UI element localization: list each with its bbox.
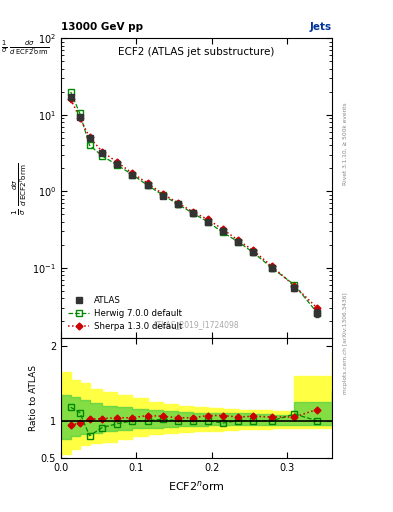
Text: 13000 GeV pp: 13000 GeV pp bbox=[61, 22, 143, 32]
Text: Jets: Jets bbox=[310, 22, 332, 32]
Text: ECF2 (ATLAS jet substructure): ECF2 (ATLAS jet substructure) bbox=[118, 48, 275, 57]
Text: ATLAS_2019_I1724098: ATLAS_2019_I1724098 bbox=[153, 321, 240, 329]
Text: Rivet 3.1.10, ≥ 500k events: Rivet 3.1.10, ≥ 500k events bbox=[343, 102, 348, 185]
Y-axis label: Ratio to ATLAS: Ratio to ATLAS bbox=[29, 365, 38, 431]
Legend: ATLAS, Herwig 7.0.0 default, Sherpa 1.3.0 default: ATLAS, Herwig 7.0.0 default, Sherpa 1.3.… bbox=[65, 293, 185, 334]
Y-axis label: $\frac{1}{\sigma}\ \frac{d\sigma}{d\,\mathrm{ECF2^n\!orm}}$: $\frac{1}{\sigma}\ \frac{d\sigma}{d\,\ma… bbox=[11, 162, 29, 215]
Text: $\frac{1}{\sigma}$ $\frac{d\sigma}{d\,\mathrm{ECF2^{\!n}\!orm}}$: $\frac{1}{\sigma}$ $\frac{d\sigma}{d\,\m… bbox=[2, 38, 50, 57]
X-axis label: ECF2$^n$orm: ECF2$^n$orm bbox=[168, 479, 225, 493]
Text: mcplots.cern.ch [arXiv:1306.3436]: mcplots.cern.ch [arXiv:1306.3436] bbox=[343, 292, 348, 394]
